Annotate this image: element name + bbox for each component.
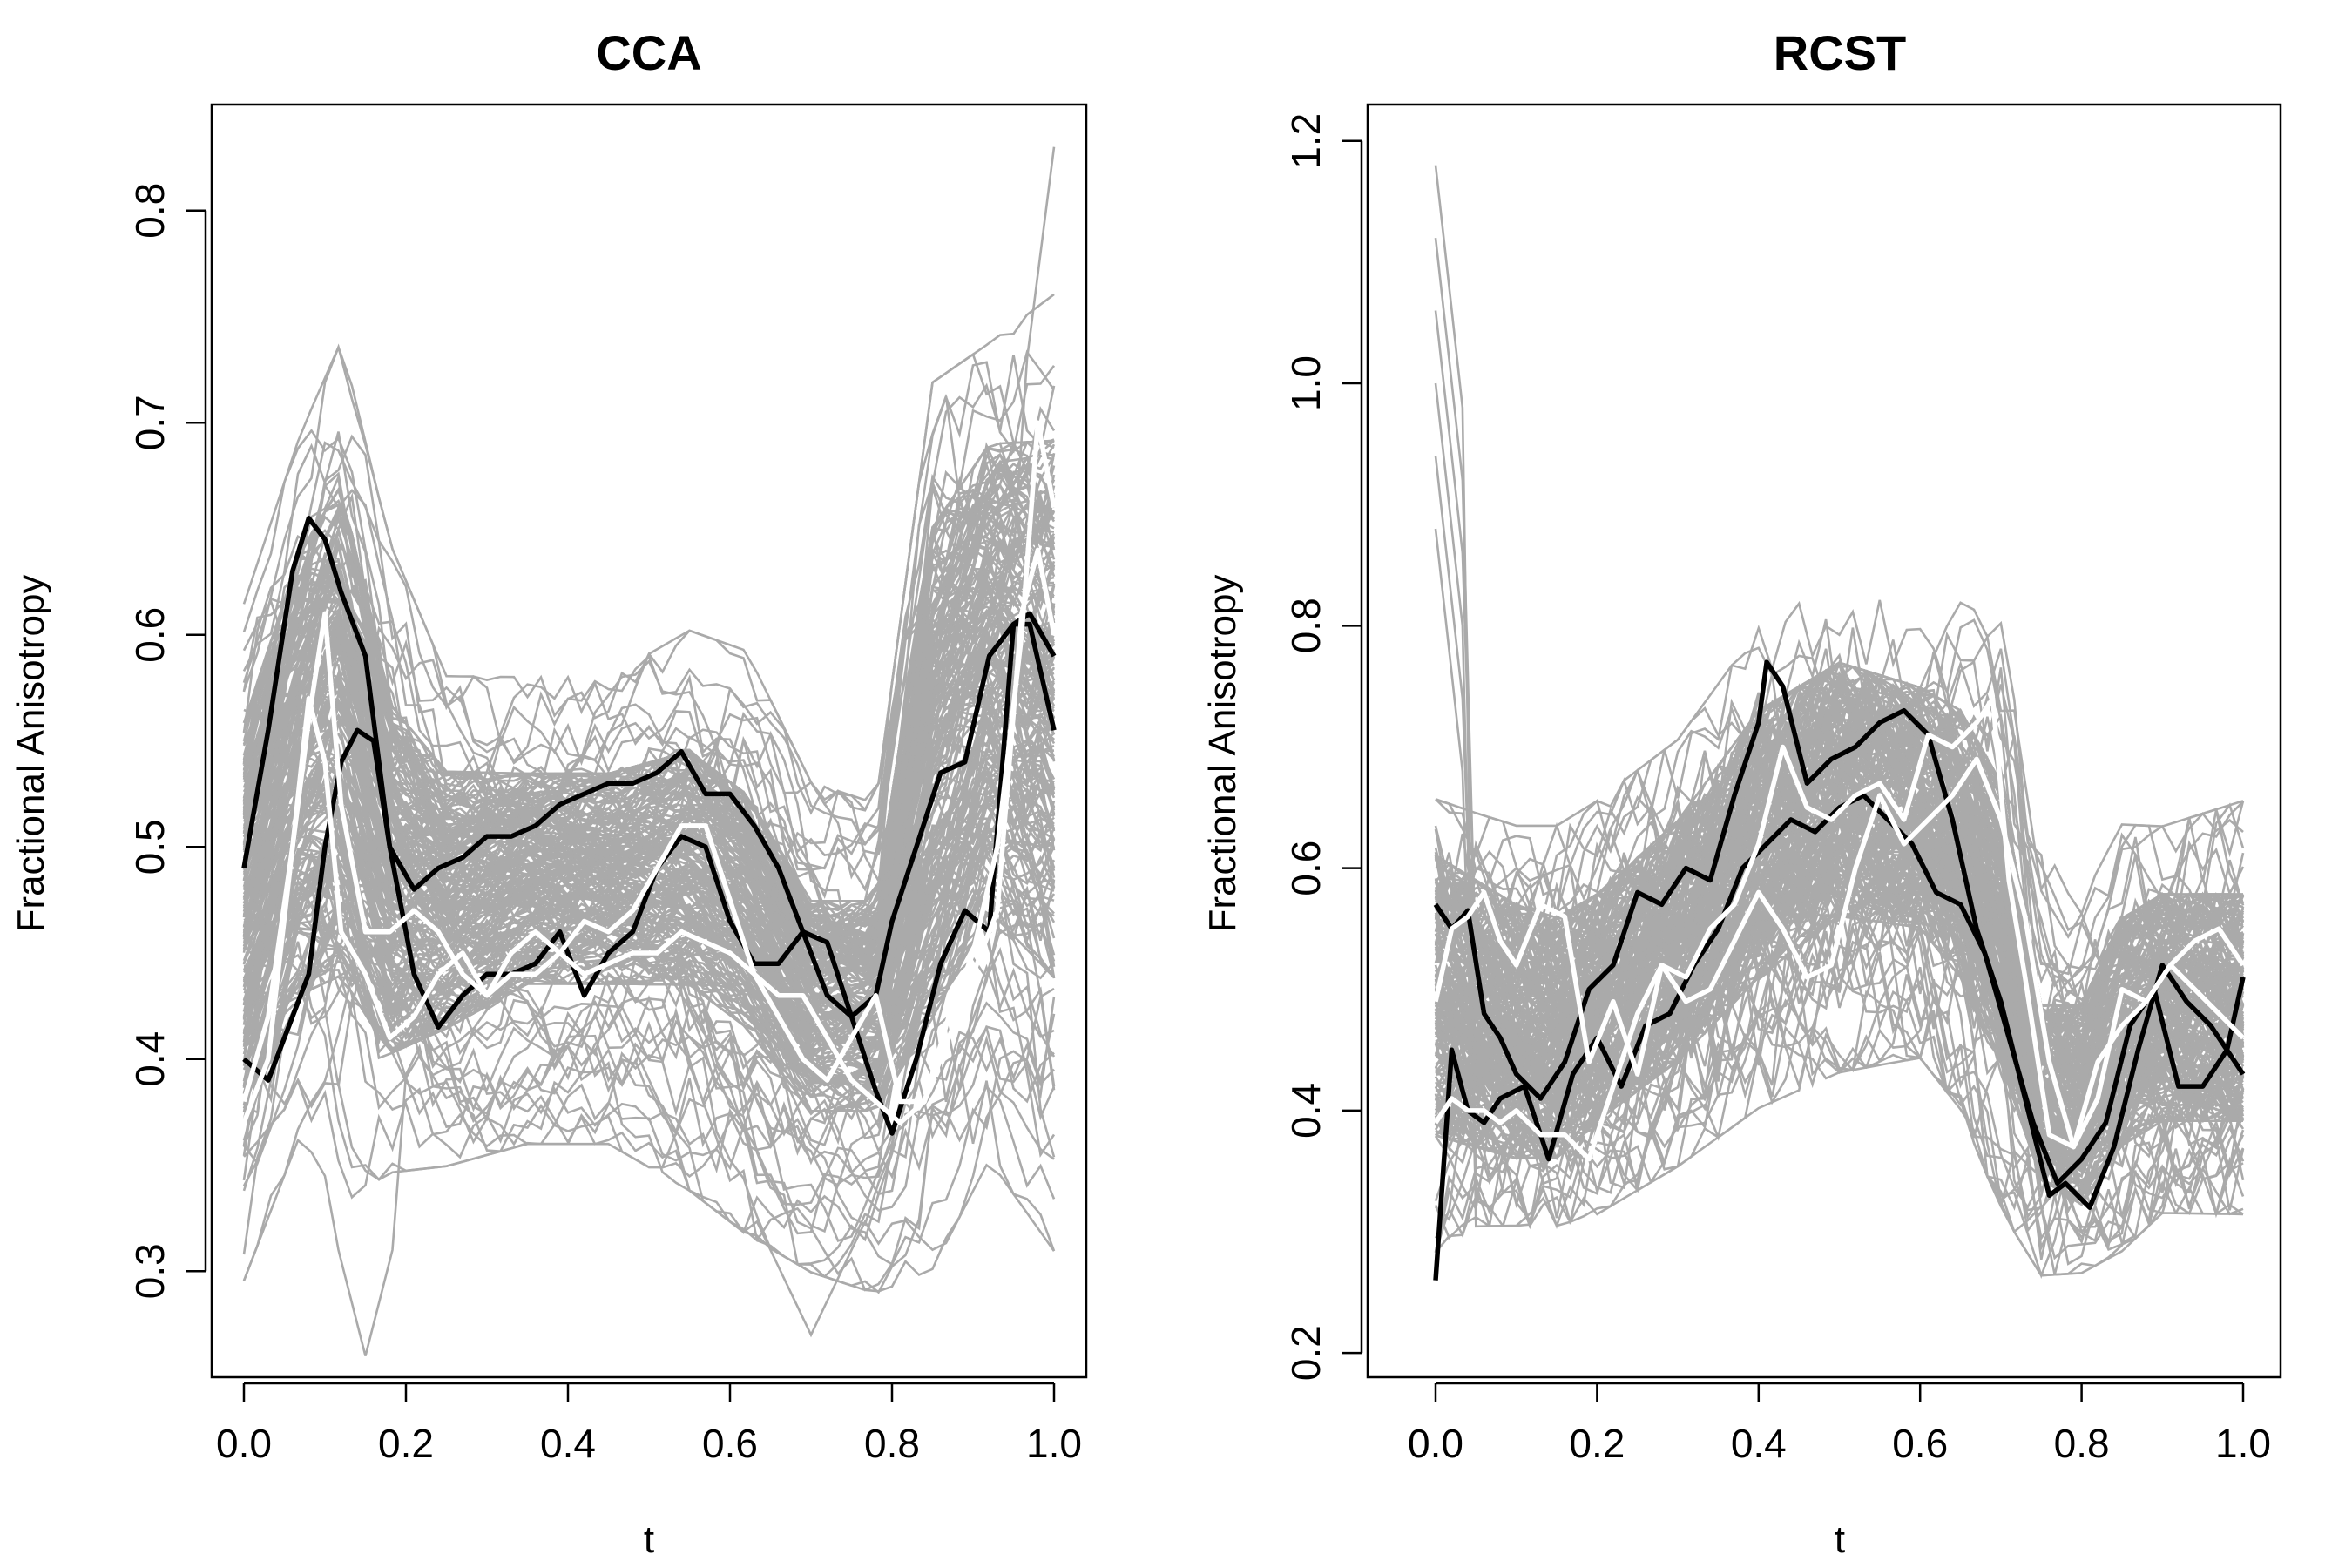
- background-curve: [242, 669, 1055, 982]
- background-curve: [242, 570, 1055, 962]
- background-curve: [242, 434, 1056, 967]
- background-curve: [242, 814, 1055, 1054]
- background-curve: [1434, 871, 2245, 1157]
- background-curves: [1434, 165, 2245, 1279]
- background-curve: [1434, 884, 2245, 1199]
- y-tick-label: 1.0: [1283, 355, 1328, 411]
- series-line-white-1: [1433, 696, 2246, 1150]
- x-tick-label: 0.4: [540, 1421, 596, 1466]
- background-curve: [242, 385, 1056, 848]
- x-tick-label: 0.0: [1408, 1421, 1463, 1466]
- series-line-black-1: [1433, 659, 2246, 1210]
- background-curve: [242, 827, 1056, 1055]
- background-curves: [242, 146, 1056, 1356]
- x-tick-label: 0.2: [1569, 1421, 1625, 1466]
- background-curve: [242, 1002, 1056, 1356]
- background-curve: [242, 343, 1056, 966]
- y-tick-label: 0.8: [127, 183, 172, 239]
- series-line-black-1: [241, 516, 1057, 1019]
- y-tick-label: 0.2: [1283, 1325, 1328, 1381]
- panel-rcst: RCST Fractional Anisotropy t 0.0 0.2 0.4 0.…: [1201, 25, 2282, 1561]
- series-line-white-2: [241, 547, 1057, 1125]
- chart-title: CCA: [596, 25, 701, 80]
- y-tick-label: 0.4: [127, 1031, 172, 1087]
- background-curve: [242, 558, 1055, 968]
- background-curve: [1434, 858, 2244, 1266]
- x-tick-label: 0.8: [864, 1421, 920, 1466]
- panel-cca: CCA Fractional Anisotropy t 0.0 0.2 0.4 0.6…: [10, 25, 1088, 1561]
- x-axis-label: t: [1835, 1518, 1845, 1561]
- background-curve: [242, 537, 1056, 966]
- y-tick-label: 0.3: [127, 1243, 172, 1299]
- background-curve: [242, 657, 1056, 1004]
- y-axis-label: Fractional Anisotropy: [1201, 575, 1244, 933]
- background-curve: [242, 893, 1055, 1120]
- series-line-white-2: [1433, 756, 2245, 1162]
- background-curve: [242, 663, 1055, 1037]
- y-tick-label: 0.5: [127, 819, 172, 875]
- background-curve: [1435, 755, 2245, 1103]
- background-curve: [242, 439, 1055, 935]
- background-curve: [1435, 805, 2244, 1099]
- x-tick-label: 0.6: [1892, 1421, 1948, 1466]
- y-tick-label: 0.8: [1283, 598, 1328, 653]
- background-curve: [1435, 661, 2244, 1019]
- plot-frame: [1366, 103, 2282, 1379]
- y-axis-label: Fractional Anisotropy: [10, 575, 52, 933]
- y-tick-label: 0.7: [127, 395, 172, 450]
- x-tick-label: 0.6: [702, 1421, 758, 1466]
- background-curve: [1434, 599, 2245, 1024]
- background-curve: [1435, 739, 2244, 1132]
- y-tick-label: 1.2: [1283, 113, 1328, 169]
- background-curve: [1434, 673, 2245, 1021]
- x-tick-label: 0.2: [378, 1421, 434, 1466]
- x-axis-label: t: [644, 1518, 654, 1561]
- y-tick-label: 0.6: [1283, 841, 1328, 896]
- x-tick-label: 1.0: [1026, 1421, 1082, 1466]
- axes: 0.0 0.2 0.4 0.6 0.8 1.0 0.3 0.4 0.5 0.6 0.7 0.8: [127, 103, 1088, 1466]
- x-tick-label: 1.0: [2215, 1421, 2271, 1466]
- y-tick-label: 0.4: [1283, 1083, 1328, 1139]
- plot-frame: [210, 103, 1088, 1379]
- highlight-series: [241, 420, 1057, 1136]
- background-curve: [1435, 719, 2244, 1150]
- background-curve: [242, 488, 1055, 928]
- background-curve: [242, 624, 1056, 1008]
- background-curve: [242, 754, 1055, 1058]
- background-curve: [242, 953, 1056, 1267]
- chart-title: RCST: [1774, 25, 1906, 80]
- background-curve: [242, 884, 1056, 1089]
- background-curve: [1434, 740, 2244, 1102]
- x-tick-label: 0.0: [216, 1421, 272, 1466]
- axes: 0.0 0.2 0.4 0.6 0.8 1.0 0.2 0.4 0.6 0.8 1.0 1.2: [1283, 103, 2282, 1466]
- x-tick-label: 0.8: [2054, 1421, 2110, 1466]
- y-tick-label: 0.6: [127, 607, 172, 663]
- series-line-black-2: [242, 611, 1057, 1136]
- background-curve: [1435, 788, 2244, 1106]
- highlight-series: [1433, 659, 2246, 1281]
- background-curve: [242, 732, 1055, 1058]
- x-tick-label: 0.4: [1731, 1421, 1787, 1466]
